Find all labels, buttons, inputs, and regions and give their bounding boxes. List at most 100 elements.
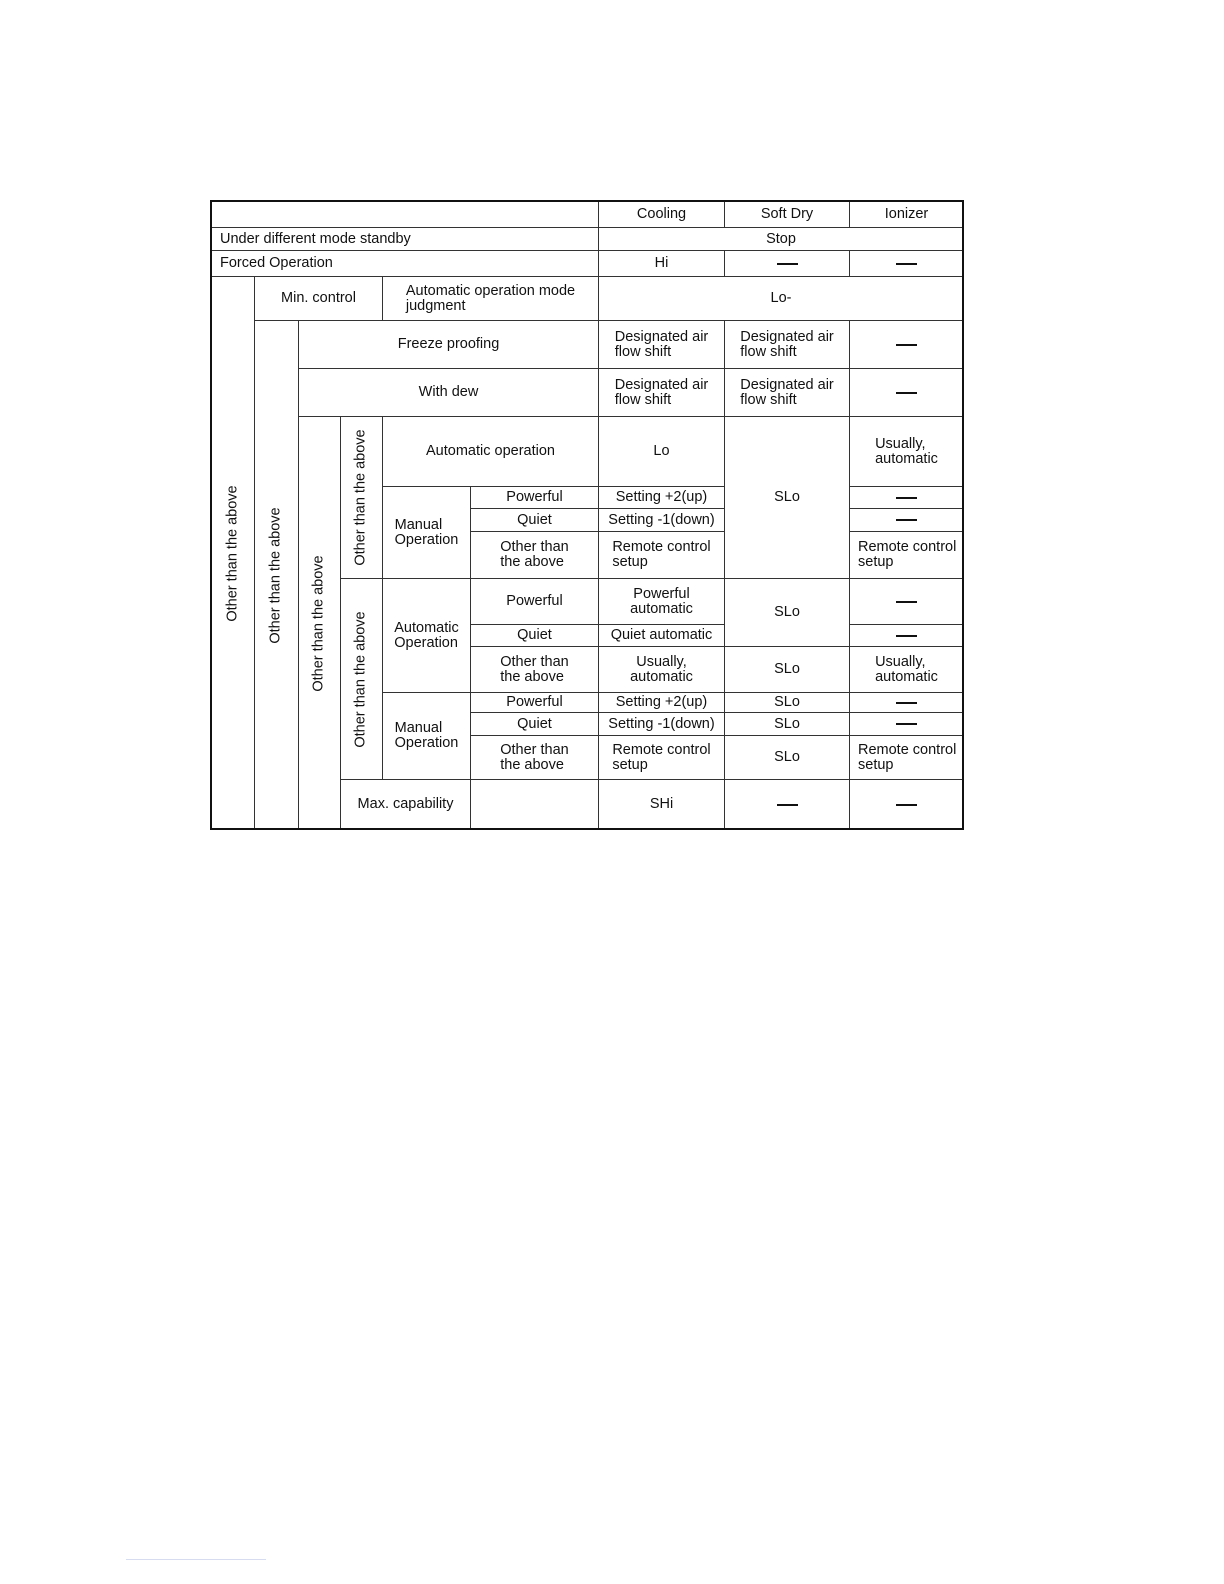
row-label-b-auto-powerful: Powerful — [470, 578, 599, 625]
header-ionizer: Ionizer — [849, 201, 964, 228]
row-label-a-quiet-text: Quiet — [517, 511, 552, 528]
vertical-label-1-text: Other than the above — [224, 484, 241, 622]
cell-a-powerful-cooling-text: Setting +2(up) — [615, 489, 708, 505]
cell-standby-value: Stop — [598, 227, 964, 251]
row-label-b-manual-quiet: Quiet — [470, 712, 599, 736]
cell-min-control-value-text: Lo- — [770, 290, 792, 306]
cell-b-manual-other-soft-dry: SLo — [724, 735, 850, 780]
row-label-b-auto-other-text: Other than the above — [500, 653, 569, 685]
cell-b-auto-powerful-ionizer — [849, 578, 964, 625]
row-label-dew-text: With dew — [418, 384, 479, 400]
cell-standby-value-text: Stop — [766, 230, 796, 247]
dash-icon — [776, 262, 798, 265]
row-label-b-manual-powerful-text: Powerful — [506, 694, 563, 710]
header-ionizer-text: Ionizer — [884, 206, 929, 222]
row-label-b-manual-other-text: Other than the above — [500, 741, 569, 773]
cell-a-quiet-cooling: Setting -1(down) — [598, 508, 725, 532]
header-cooling: Cooling — [598, 201, 725, 228]
cell-b-auto-other-ionizer: Usually, automatic — [849, 646, 964, 693]
vertical-label-3: Other than the above — [298, 416, 341, 830]
cell-a-auto-cooling-text: Lo — [653, 443, 670, 459]
header-cooling-text: Cooling — [636, 206, 687, 222]
cell-b-auto-quiet-cooling: Quiet automatic — [598, 624, 725, 647]
row-label-auto-judgment: Automatic operation mode judgment — [382, 276, 599, 321]
cell-a-other-ionizer: Remote control setup — [849, 531, 964, 579]
row-label-standby-text: Under different mode standby — [220, 230, 411, 247]
cell-a-auto-ionizer: Usually, automatic — [849, 416, 964, 487]
cell-b-manual-powerful-soft-dry: SLo — [724, 692, 850, 713]
cell-b-manual-other-cooling: Remote control setup — [598, 735, 725, 780]
vertical-label-2: Other than the above — [254, 320, 299, 830]
header-corner — [211, 201, 599, 228]
cell-b-manual-quiet-cooling: Setting -1(down) — [598, 712, 725, 736]
header-soft-dry: Soft Dry — [724, 201, 850, 228]
cell-min-control-value: Lo- — [598, 276, 964, 321]
cell-b-manual-powerful-ionizer — [849, 692, 964, 713]
cell-a-other-ionizer-text: Remote control setup — [858, 539, 957, 570]
row-label-b-manual-text: Manual Operation — [394, 720, 459, 751]
vertical-label-4a: Other than the above — [340, 416, 383, 579]
cell-freeze-soft-dry-text: Designated air flow shift — [740, 328, 834, 360]
cell-a-other-cooling: Remote control setup — [598, 531, 725, 579]
cell-b-manual-quiet-cooling-text: Setting -1(down) — [608, 715, 715, 732]
cell-a-quiet-ionizer — [849, 508, 964, 532]
row-label-b-auto-other: Other than the above — [470, 646, 599, 693]
vertical-label-4b-text: Other than the above — [353, 610, 369, 748]
dash-icon — [896, 262, 917, 265]
row-label-a-auto: Automatic operation — [382, 416, 599, 487]
cell-b-auto-powerful-cooling: Powerful automatic — [598, 578, 725, 625]
row-label-b-auto: Automatic Operation — [382, 578, 471, 693]
cell-freeze-cooling-text: Designated air flow shift — [614, 328, 709, 360]
row-label-auto-judgment-text: Automatic operation mode judgment — [405, 282, 576, 314]
row-label-max-text: Max. capability — [357, 796, 454, 812]
cell-dew-soft-dry-text: Designated air flow shift — [740, 376, 834, 408]
cell-forced-soft-dry — [724, 250, 850, 277]
cell-dew-ionizer — [849, 368, 964, 417]
row-label-b-auto-quiet: Quiet — [470, 624, 599, 647]
cell-b-auto-other-soft-dry: SLo — [724, 646, 850, 693]
cell-dew-cooling-text: Designated air flow shift — [614, 376, 709, 408]
row-label-max-sub — [470, 779, 599, 830]
cell-b-manual-quiet-ionizer — [849, 712, 964, 736]
cell-max-soft-dry — [724, 779, 850, 830]
cell-forced-cooling-text: Hi — [654, 255, 669, 271]
footnote-rule — [126, 1559, 266, 1560]
row-label-a-quiet: Quiet — [470, 508, 599, 532]
cell-b-auto-other-cooling: Usually, automatic — [598, 646, 725, 693]
row-label-max: Max. capability — [340, 779, 471, 830]
cell-max-cooling: SHi — [598, 779, 725, 830]
row-label-b-manual-other: Other than the above — [470, 735, 599, 780]
cell-b-auto-other-ionizer-text: Usually, automatic — [875, 653, 938, 685]
cell-b-manual-other-soft-dry-text: SLo — [774, 749, 800, 765]
row-label-forced: Forced Operation — [211, 250, 599, 277]
dash-icon — [896, 723, 917, 725]
cell-b-auto-soft-dry-text: SLo — [774, 604, 800, 620]
header-soft-dry-text: Soft Dry — [760, 206, 814, 222]
row-label-standby: Under different mode standby — [211, 227, 599, 251]
vertical-label-4a-text: Other than the above — [353, 429, 369, 566]
cell-b-auto-quiet-ionizer — [849, 624, 964, 647]
row-label-min-control: Min. control — [254, 276, 383, 321]
cell-b-manual-other-cooling-text: Remote control setup — [612, 741, 711, 773]
row-label-a-manual: Manual Operation — [382, 486, 471, 579]
cell-a-powerful-ionizer — [849, 486, 964, 509]
cell-dew-cooling: Designated air flow shift — [598, 368, 725, 417]
row-label-a-manual-text: Manual Operation — [394, 516, 459, 548]
row-label-b-auto-text: Automatic Operation — [394, 619, 459, 651]
vertical-label-4b: Other than the above — [340, 578, 383, 780]
cell-b-auto-soft-dry: SLo — [724, 578, 850, 647]
dash-icon — [776, 803, 798, 806]
cell-b-manual-quiet-soft-dry-text: SLo — [774, 715, 800, 732]
row-label-freeze: Freeze proofing — [298, 320, 599, 369]
dash-icon — [896, 600, 917, 603]
row-label-a-powerful: Powerful — [470, 486, 599, 509]
vertical-label-1: Other than the above — [211, 276, 255, 830]
cell-b-auto-other-soft-dry-text: SLo — [774, 661, 800, 677]
cell-b-auto-other-cooling-text: Usually, automatic — [630, 653, 693, 685]
vertical-label-2-text: Other than the above — [268, 506, 284, 644]
cell-a-soft-dry: SLo — [724, 416, 850, 579]
row-label-min-control-text: Min. control — [281, 290, 356, 306]
cell-max-cooling-text: SHi — [649, 796, 674, 812]
cell-dew-soft-dry: Designated air flow shift — [724, 368, 850, 417]
cell-a-soft-dry-text: SLo — [774, 489, 800, 505]
